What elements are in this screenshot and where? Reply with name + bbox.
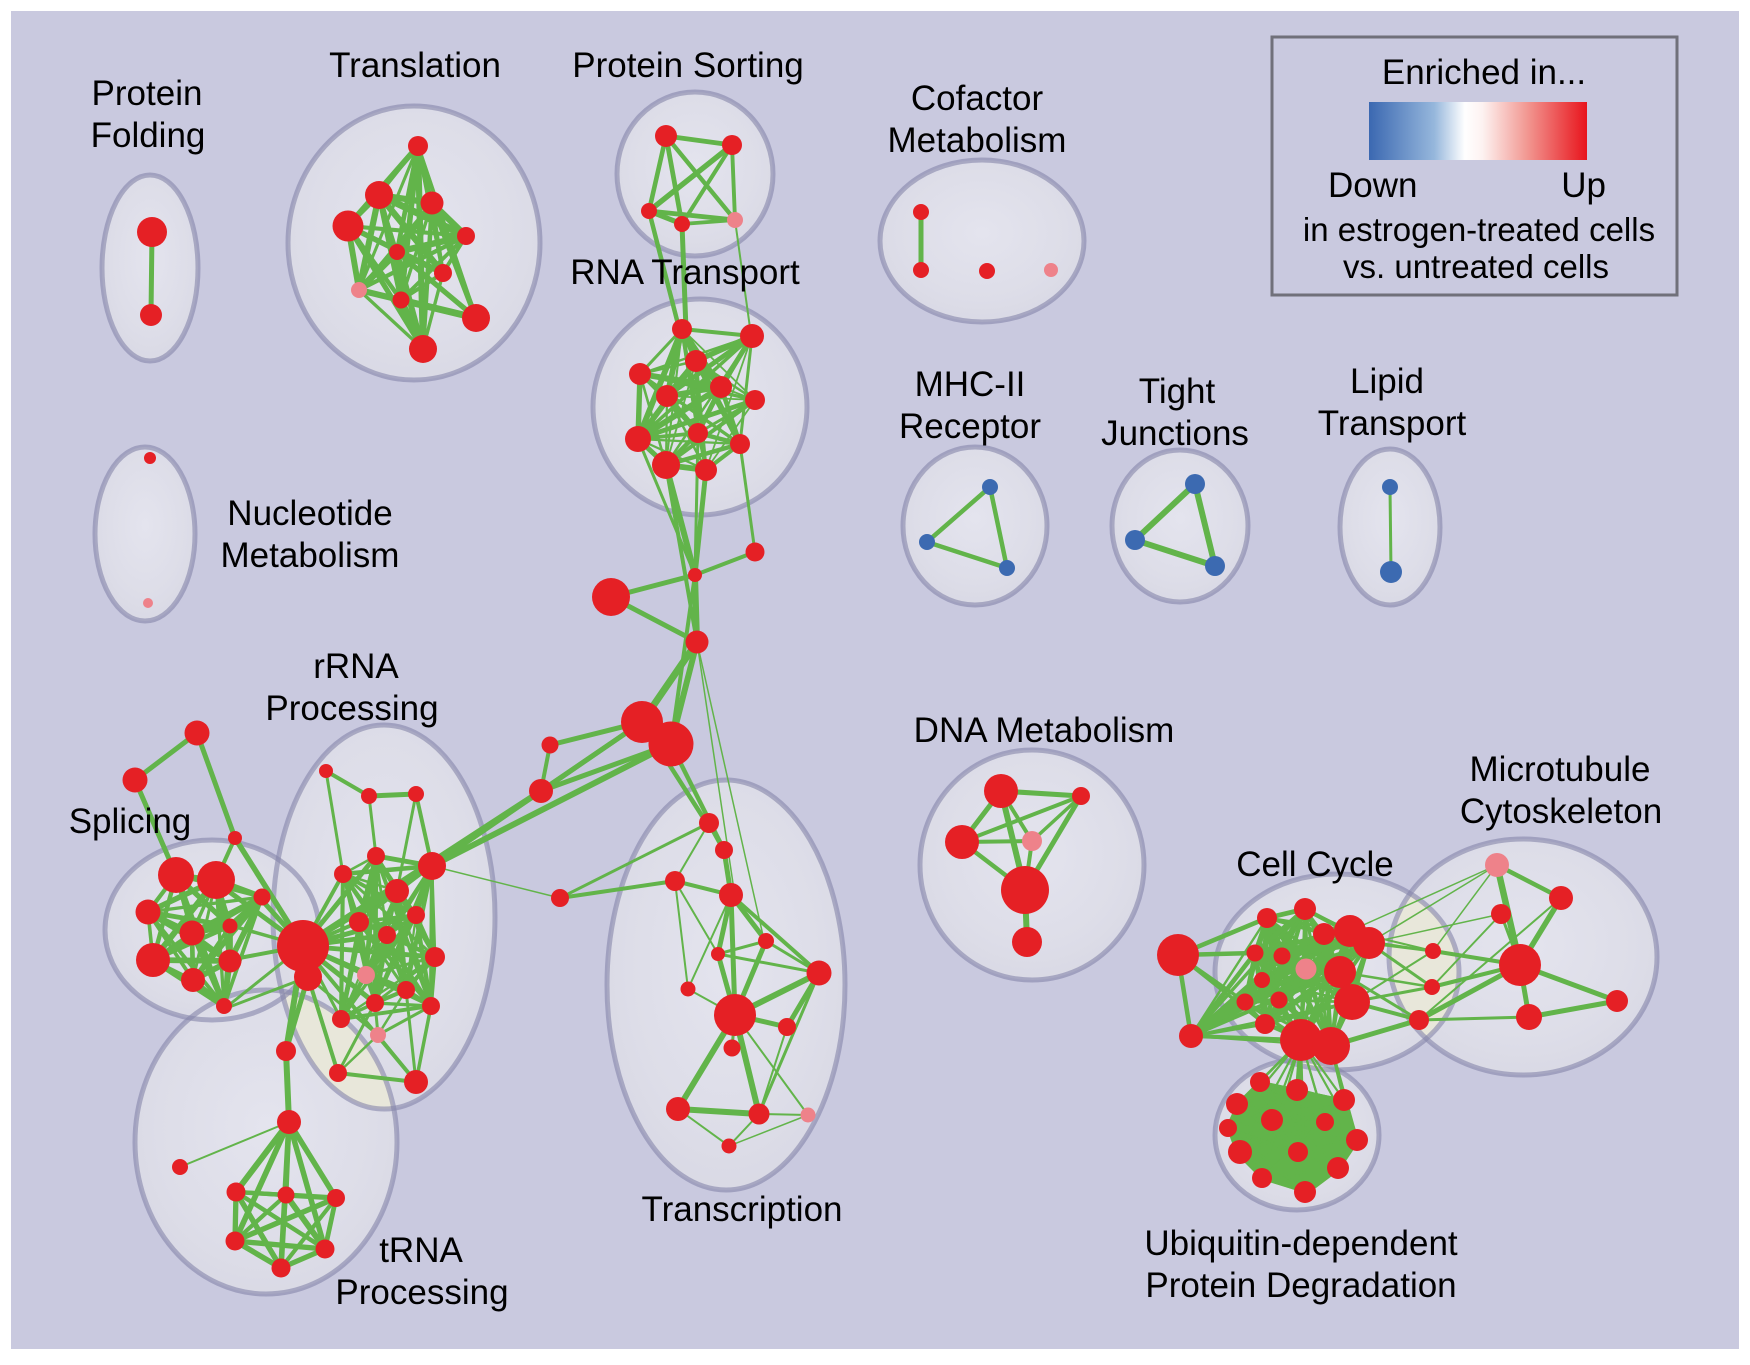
svg-text:in estrogen-treated cells: in estrogen-treated cells — [1303, 211, 1655, 248]
svg-text:Metabolism: Metabolism — [888, 121, 1067, 160]
svg-text:Up: Up — [1561, 166, 1606, 205]
svg-text:Nucleotide: Nucleotide — [227, 494, 392, 533]
svg-text:Processing: Processing — [265, 689, 438, 728]
svg-text:Tight: Tight — [1139, 372, 1216, 411]
svg-text:Protein Sorting: Protein Sorting — [572, 46, 804, 85]
svg-text:Folding: Folding — [91, 116, 206, 155]
svg-text:Cell Cycle: Cell Cycle — [1236, 845, 1394, 884]
svg-text:MHC-II: MHC-II — [915, 365, 1026, 404]
svg-text:RNA Transport: RNA Transport — [570, 253, 800, 292]
svg-text:Down: Down — [1328, 166, 1417, 205]
svg-text:Splicing: Splicing — [69, 802, 192, 841]
svg-text:Cytoskeleton: Cytoskeleton — [1460, 792, 1662, 831]
svg-text:Translation: Translation — [329, 46, 501, 85]
svg-text:Microtubule: Microtubule — [1470, 750, 1651, 789]
svg-text:Metabolism: Metabolism — [221, 536, 400, 575]
svg-text:Ubiquitin-dependent: Ubiquitin-dependent — [1144, 1224, 1458, 1263]
svg-text:vs. untreated cells: vs. untreated cells — [1343, 248, 1609, 285]
svg-text:Cofactor: Cofactor — [911, 79, 1044, 118]
svg-text:Protein Degradation: Protein Degradation — [1145, 1266, 1456, 1305]
svg-text:Junctions: Junctions — [1101, 414, 1249, 453]
svg-text:Receptor: Receptor — [899, 407, 1041, 446]
svg-text:Transport: Transport — [1318, 404, 1467, 443]
svg-text:Transcription: Transcription — [642, 1190, 843, 1229]
svg-text:Protein: Protein — [92, 74, 203, 113]
svg-text:rRNA: rRNA — [313, 647, 399, 686]
svg-text:Enriched in...: Enriched in... — [1382, 53, 1586, 92]
svg-text:Lipid: Lipid — [1350, 362, 1424, 401]
svg-text:tRNA: tRNA — [379, 1231, 463, 1270]
svg-text:DNA Metabolism: DNA Metabolism — [914, 711, 1175, 750]
svg-text:Processing: Processing — [335, 1273, 508, 1312]
